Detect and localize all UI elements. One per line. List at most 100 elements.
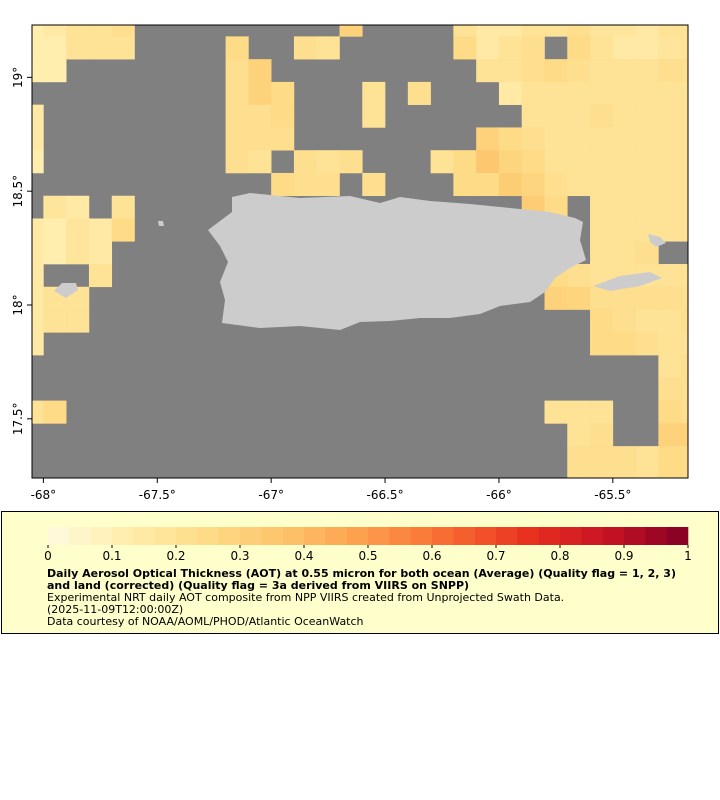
x-tick-label: -66°	[486, 488, 512, 502]
aot-cell	[681, 400, 688, 424]
axes: -68° -67.5° -67° -66.5° -66° -65.5° 17.5° 18° 18…	[11, 67, 631, 502]
aot-cell	[43, 309, 67, 333]
aot-cell	[567, 446, 591, 470]
colorbar-tick-label: 0.1	[102, 549, 121, 563]
aot-cell	[681, 150, 688, 174]
aot-cell	[498, 25, 523, 37]
aot-cell	[590, 195, 614, 219]
aot-cell	[111, 25, 135, 37]
aot-cell	[635, 25, 659, 37]
aot-cell	[658, 264, 682, 288]
aot-cell	[476, 150, 500, 174]
aot-cell	[43, 195, 67, 219]
aot-cell	[612, 172, 636, 197]
aot-cell	[681, 355, 688, 379]
aot-cell	[476, 36, 500, 60]
aot-cell	[453, 150, 477, 174]
aot-cell	[658, 332, 682, 356]
aot-cell	[635, 446, 659, 470]
aot-cell	[635, 127, 659, 151]
aot-cell	[590, 59, 614, 83]
aot-cell	[453, 25, 477, 37]
aot-cell	[339, 25, 363, 37]
aot-cell	[612, 446, 636, 470]
colorbar-segment	[176, 527, 198, 545]
aot-cell	[590, 127, 614, 151]
aot-cell	[544, 150, 568, 174]
aot-cell	[111, 218, 135, 242]
colorbar-tick-label: 0.7	[486, 549, 505, 563]
colorbar-segment	[517, 527, 539, 545]
aot-cell	[658, 25, 682, 37]
aot-cell	[544, 286, 568, 310]
aot-cell	[248, 104, 272, 128]
aot-cell	[43, 241, 67, 265]
aot-cell	[590, 172, 614, 197]
aot-cell	[567, 36, 591, 60]
aot-cell	[590, 241, 614, 265]
colorbar-tick-label: 0.6	[422, 549, 441, 563]
aot-cell	[658, 81, 682, 105]
puerto-rico	[208, 193, 586, 330]
aot-cell	[590, 423, 614, 447]
legend-time: (2025-11-09T12:00:00Z)	[47, 603, 184, 616]
colorbar-tick-label: 0.4	[294, 549, 313, 563]
aot-cell	[476, 172, 500, 197]
aot-cell	[681, 286, 688, 310]
aot-cell	[612, 81, 636, 105]
aot-cell	[32, 309, 44, 333]
aot-cell	[635, 241, 659, 265]
aot-cell	[658, 468, 682, 478]
aot-cell	[567, 172, 591, 197]
aot-cell	[658, 423, 682, 447]
desecheo	[158, 221, 164, 226]
aot-cell	[658, 218, 682, 242]
aot-cell	[43, 400, 67, 424]
aot-cell	[658, 59, 682, 83]
aot-cell	[32, 150, 44, 174]
aot-cell	[612, 468, 636, 478]
colorbar-segment	[90, 527, 113, 545]
aot-cell	[88, 25, 113, 37]
colorbar-segment	[133, 527, 155, 545]
aot-cell	[66, 36, 90, 60]
aot-cell	[658, 172, 682, 197]
aot-cell	[681, 195, 688, 219]
aot-cell	[271, 104, 295, 128]
colorbar-segment	[474, 527, 497, 545]
culebra	[648, 234, 666, 247]
aot-cell	[681, 218, 688, 242]
aot-cell	[43, 59, 67, 83]
aot-cell	[66, 195, 90, 219]
aot-cell	[316, 36, 340, 60]
aot-cell	[407, 81, 431, 105]
aot-cell	[32, 264, 44, 288]
aot-cell	[32, 286, 44, 310]
colorbar-segment	[304, 527, 326, 545]
aot-cell	[521, 127, 545, 151]
aot-cell	[362, 81, 386, 105]
aot-cell	[32, 36, 44, 60]
aot-cell	[339, 150, 363, 174]
aot-cell	[612, 195, 636, 219]
aot-cell	[635, 286, 659, 310]
aot-cell	[658, 400, 682, 424]
aot-cell	[612, 286, 636, 310]
aot-cell	[248, 59, 272, 83]
aot-cell	[430, 150, 454, 174]
aot-cell	[453, 36, 477, 60]
y-tick-label: 18°	[11, 294, 25, 315]
aot-cell	[66, 309, 90, 333]
aot-cell	[635, 104, 659, 128]
aot-cell	[521, 150, 545, 174]
colorbar-segment	[48, 527, 70, 545]
aot-cell	[635, 150, 659, 174]
x-tick-label: -67°	[258, 488, 284, 502]
aot-cell	[567, 286, 591, 310]
colorbar-segment	[645, 527, 667, 545]
colorbar-segment	[154, 527, 177, 545]
x-tick-label: -68°	[31, 488, 57, 502]
aot-cell	[635, 309, 659, 333]
aot-cell	[316, 172, 340, 197]
aot-cell	[476, 127, 500, 151]
